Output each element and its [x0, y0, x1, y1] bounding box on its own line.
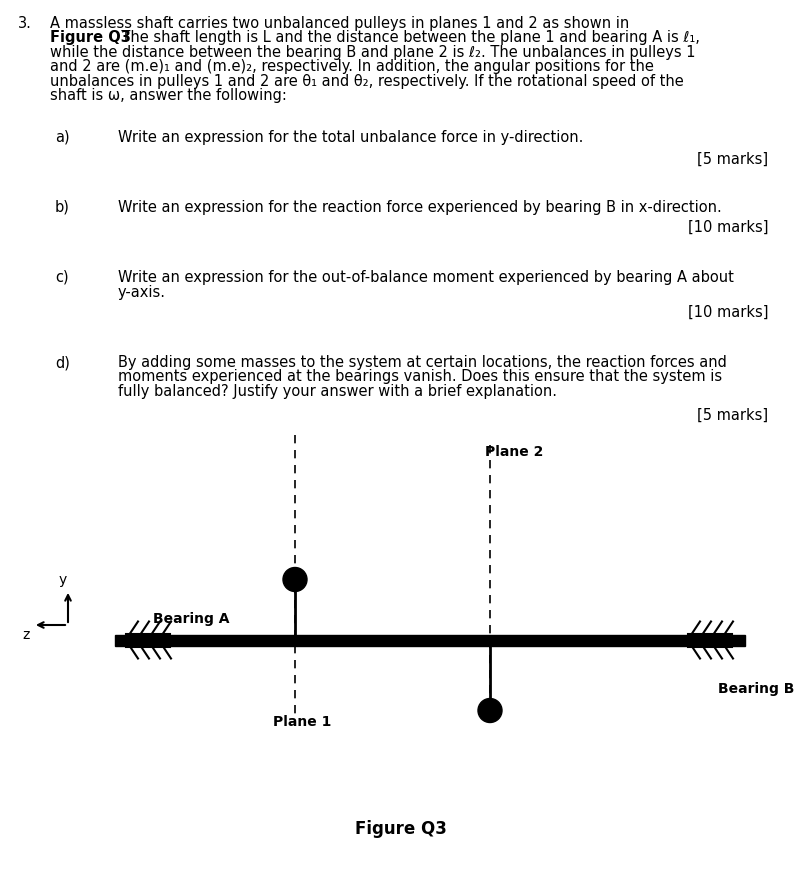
Text: Plane 2: Plane 2 — [485, 445, 544, 459]
Text: [5 marks]: [5 marks] — [697, 152, 768, 167]
Text: and 2 are (m.e)₁ and (m.e)₂, respectively. In addition, the angular positions fo: and 2 are (m.e)₁ and (m.e)₂, respectivel… — [50, 59, 654, 75]
Text: Write an expression for the out-of-balance moment experienced by bearing A about: Write an expression for the out-of-balan… — [118, 270, 734, 285]
Text: b): b) — [55, 200, 70, 215]
Text: Figure Q3: Figure Q3 — [50, 30, 131, 45]
Text: Plane 1: Plane 1 — [273, 715, 331, 729]
Text: z: z — [22, 628, 30, 642]
Text: y-axis.: y-axis. — [118, 285, 166, 300]
Text: c): c) — [55, 270, 69, 285]
Text: Bearing B: Bearing B — [718, 682, 794, 696]
Text: Bearing A: Bearing A — [153, 612, 229, 626]
Text: By adding some masses to the system at certain locations, the reaction forces an: By adding some masses to the system at c… — [118, 355, 727, 370]
Text: Figure Q3: Figure Q3 — [355, 820, 447, 838]
Text: moments experienced at the bearings vanish. Does this ensure that the system is: moments experienced at the bearings vani… — [118, 369, 722, 384]
Circle shape — [478, 699, 502, 723]
Text: a): a) — [55, 130, 70, 145]
Text: y: y — [59, 573, 67, 587]
Text: Write an expression for the total unbalance force in y-direction.: Write an expression for the total unbala… — [118, 130, 583, 145]
Text: 3.: 3. — [18, 16, 32, 31]
Text: A massless shaft carries two unbalanced pulleys in planes 1 and 2 as shown in: A massless shaft carries two unbalanced … — [50, 16, 630, 31]
Text: [10 marks]: [10 marks] — [687, 305, 768, 320]
Circle shape — [283, 568, 307, 591]
Text: [5 marks]: [5 marks] — [697, 408, 768, 423]
Text: . The shaft length is L and the distance between the plane 1 and bearing A is ℓ₁: . The shaft length is L and the distance… — [112, 30, 700, 45]
Text: Write an expression for the reaction force experienced by bearing B in x-directi: Write an expression for the reaction for… — [118, 200, 722, 215]
Text: fully balanced? Justify your answer with a brief explanation.: fully balanced? Justify your answer with… — [118, 384, 557, 399]
Text: unbalances in pulleys 1 and 2 are θ₁ and θ₂, respectively. If the rotational spe: unbalances in pulleys 1 and 2 are θ₁ and… — [50, 74, 684, 89]
Text: d): d) — [55, 355, 70, 370]
Bar — [115, 634, 745, 645]
Text: [10 marks]: [10 marks] — [687, 220, 768, 235]
Text: while the distance between the bearing B and plane 2 is ℓ₂. The unbalances in pu: while the distance between the bearing B… — [50, 45, 695, 60]
Text: shaft is ω, answer the following:: shaft is ω, answer the following: — [50, 89, 287, 104]
